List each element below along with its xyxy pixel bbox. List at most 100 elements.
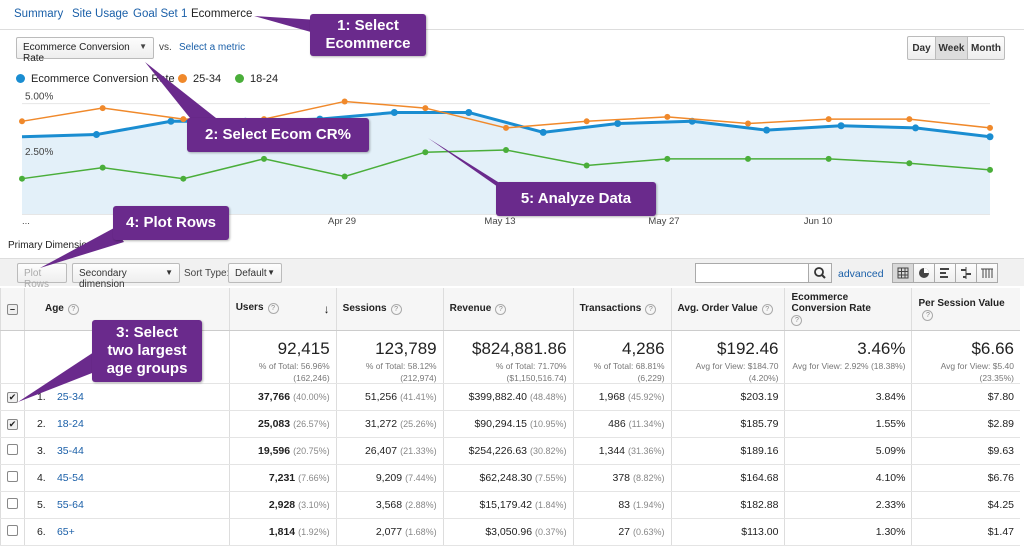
- advanced-filter-link[interactable]: advanced: [838, 268, 884, 280]
- table-row: 4. 45-54 7,231 (7.66%) 9,209 (7.44%) $62,248.3…: [0, 464, 1020, 492]
- help-icon[interactable]: ?: [645, 304, 657, 315]
- tab-summary[interactable]: Summary: [14, 8, 64, 20]
- search-button[interactable]: [808, 263, 832, 283]
- table-row: 3. 35-44 19,596 (20.75%) 26,407 (21.33%) $254,…: [0, 437, 1020, 465]
- total-value: 92,415: [277, 339, 330, 358]
- col-header-avg-order-value[interactable]: Avg. Order Value?: [670, 288, 785, 331]
- view-pivot-button[interactable]: [976, 263, 998, 283]
- sort-type-dropdown[interactable]: Default ▼: [228, 263, 282, 283]
- col-header-users[interactable]: Users? ↓: [228, 288, 337, 331]
- help-icon[interactable]: ?: [922, 309, 934, 321]
- help-icon[interactable]: ?: [791, 315, 803, 326]
- conversion-rate-cell: 3.84%: [784, 383, 912, 411]
- data-point: [180, 116, 187, 123]
- conversion-rate-value: 1.30%: [875, 526, 906, 538]
- sort-type-value: Default: [235, 268, 267, 279]
- data-point: [422, 105, 429, 112]
- view-table-button[interactable]: [892, 263, 914, 283]
- col-header-label: Avg. Order Value: [677, 303, 758, 314]
- col-header-label: Ecommerce Conversion Rate: [791, 292, 871, 314]
- tab-site-usage[interactable]: Site Usage: [72, 8, 129, 20]
- view-comparison-button[interactable]: [955, 263, 977, 283]
- plot-rows-button[interactable]: Plot Rows: [17, 263, 67, 290]
- col-header-transactions[interactable]: Transactions?: [572, 288, 672, 331]
- view-pie-button[interactable]: [913, 263, 935, 283]
- table-toolbar: Plot Rows Secondary dimension ▼ Sort Typ…: [0, 258, 1024, 290]
- col-header-conversion-rate[interactable]: Ecommerce Conversion Rate?: [784, 288, 912, 331]
- row-checkbox[interactable]: ✔: [6, 392, 18, 403]
- help-icon[interactable]: ?: [267, 303, 279, 314]
- col-header-per-session-value[interactable]: Per Session Value?: [911, 288, 1020, 331]
- help-icon[interactable]: ?: [761, 304, 773, 315]
- revenue-cell: $90,294.15 (10.95%): [442, 410, 574, 438]
- table-search-input[interactable]: [695, 263, 809, 283]
- row-checkbox[interactable]: [6, 444, 18, 455]
- legend-item-conversion-rate: Ecommerce Conversion Rate: [16, 73, 175, 85]
- row-number: 2.: [36, 418, 46, 430]
- aov-cell: $182.88: [670, 491, 785, 519]
- metric-dropdown[interactable]: Ecommerce Conversion Rate ▼: [16, 37, 154, 64]
- tab-ecommerce[interactable]: Ecommerce: [191, 8, 253, 20]
- callout-select-ecommerce: 1: Select Ecommerce: [310, 14, 426, 56]
- col-header-label: Transactions: [579, 303, 642, 314]
- age-link[interactable]: 35-44: [56, 445, 84, 457]
- total-subtext: ($1,150,516.74): [506, 373, 567, 383]
- data-point: [99, 105, 106, 112]
- data-table: – Age? Users? ↓ Sessions? Revenue? Transa…: [0, 288, 1020, 546]
- age-link[interactable]: 65+: [56, 526, 75, 538]
- totals-cell: $192.46 Avg for View: $184.70 (4.20%): [670, 330, 785, 384]
- users-value: 37,766: [258, 391, 291, 403]
- users-percent: (20.75%): [293, 446, 330, 456]
- help-icon[interactable]: ?: [390, 304, 402, 315]
- transactions-percent: (1.94%): [633, 500, 665, 510]
- row-checkbox[interactable]: [6, 525, 18, 536]
- age-link[interactable]: 55-64: [56, 499, 84, 511]
- callout-plot-rows: 4: Plot Rows: [113, 206, 229, 240]
- data-point: [465, 108, 473, 116]
- total-value: $6.66: [971, 339, 1014, 358]
- secondary-dimension-dropdown[interactable]: Secondary dimension ▼: [72, 263, 180, 290]
- sort-type-label: Sort Type:: [184, 268, 230, 279]
- revenue-cell: $254,226.63 (30.82%): [442, 437, 574, 465]
- conversion-rate-value: 5.09%: [875, 445, 906, 457]
- help-icon[interactable]: ?: [495, 304, 507, 315]
- select-all-checkbox[interactable]: –: [6, 303, 18, 315]
- transactions-percent: (8.82%): [633, 473, 665, 483]
- users-cell: 2,928 (3.10%): [228, 491, 337, 519]
- per-session-value-cell: $2.89: [911, 410, 1020, 438]
- range-day-button[interactable]: Day: [907, 36, 936, 60]
- sessions-cell: 26,407 (21.33%): [335, 437, 444, 465]
- age-cell: 3. 35-44: [23, 437, 230, 465]
- total-value: $824,881.86: [472, 339, 567, 358]
- per-session-value-cell: $9.63: [911, 437, 1020, 465]
- aov-cell: $203.19: [670, 383, 785, 411]
- tab-goal-set-1[interactable]: Goal Set 1: [133, 8, 188, 20]
- users-value: 7,231: [268, 472, 296, 484]
- row-checkbox[interactable]: [6, 498, 18, 509]
- col-header-revenue[interactable]: Revenue?: [442, 288, 574, 331]
- row-checkbox[interactable]: ✔: [6, 419, 18, 430]
- range-month-button[interactable]: Month: [967, 36, 1005, 60]
- revenue-percent: (1.84%): [535, 500, 567, 510]
- transactions-value: 1,344: [598, 445, 625, 457]
- sessions-value: 31,272: [364, 418, 398, 430]
- sessions-value: 3,568: [375, 499, 403, 511]
- range-week-button[interactable]: Week: [935, 36, 968, 60]
- transactions-percent: (31.36%): [628, 446, 665, 456]
- revenue-percent: (48.48%): [530, 392, 567, 402]
- col-header-sessions[interactable]: Sessions?: [335, 288, 444, 331]
- data-point: [825, 116, 832, 123]
- users-percent: (26.57%): [293, 419, 330, 429]
- select-metric-link[interactable]: Select a metric: [179, 42, 246, 53]
- age-link[interactable]: 45-54: [56, 472, 84, 484]
- total-value: 4,286: [621, 339, 665, 358]
- transactions-percent: (45.92%): [628, 392, 665, 402]
- data-point: [261, 155, 267, 162]
- age-link[interactable]: 18-24: [56, 418, 84, 430]
- row-checkbox[interactable]: [6, 471, 18, 482]
- view-performance-button[interactable]: [934, 263, 956, 283]
- sessions-percent: (41.41%): [400, 392, 437, 402]
- age-cell: 2. 18-24: [23, 410, 230, 438]
- age-link[interactable]: 25-34: [56, 391, 84, 403]
- help-icon[interactable]: ?: [67, 304, 79, 315]
